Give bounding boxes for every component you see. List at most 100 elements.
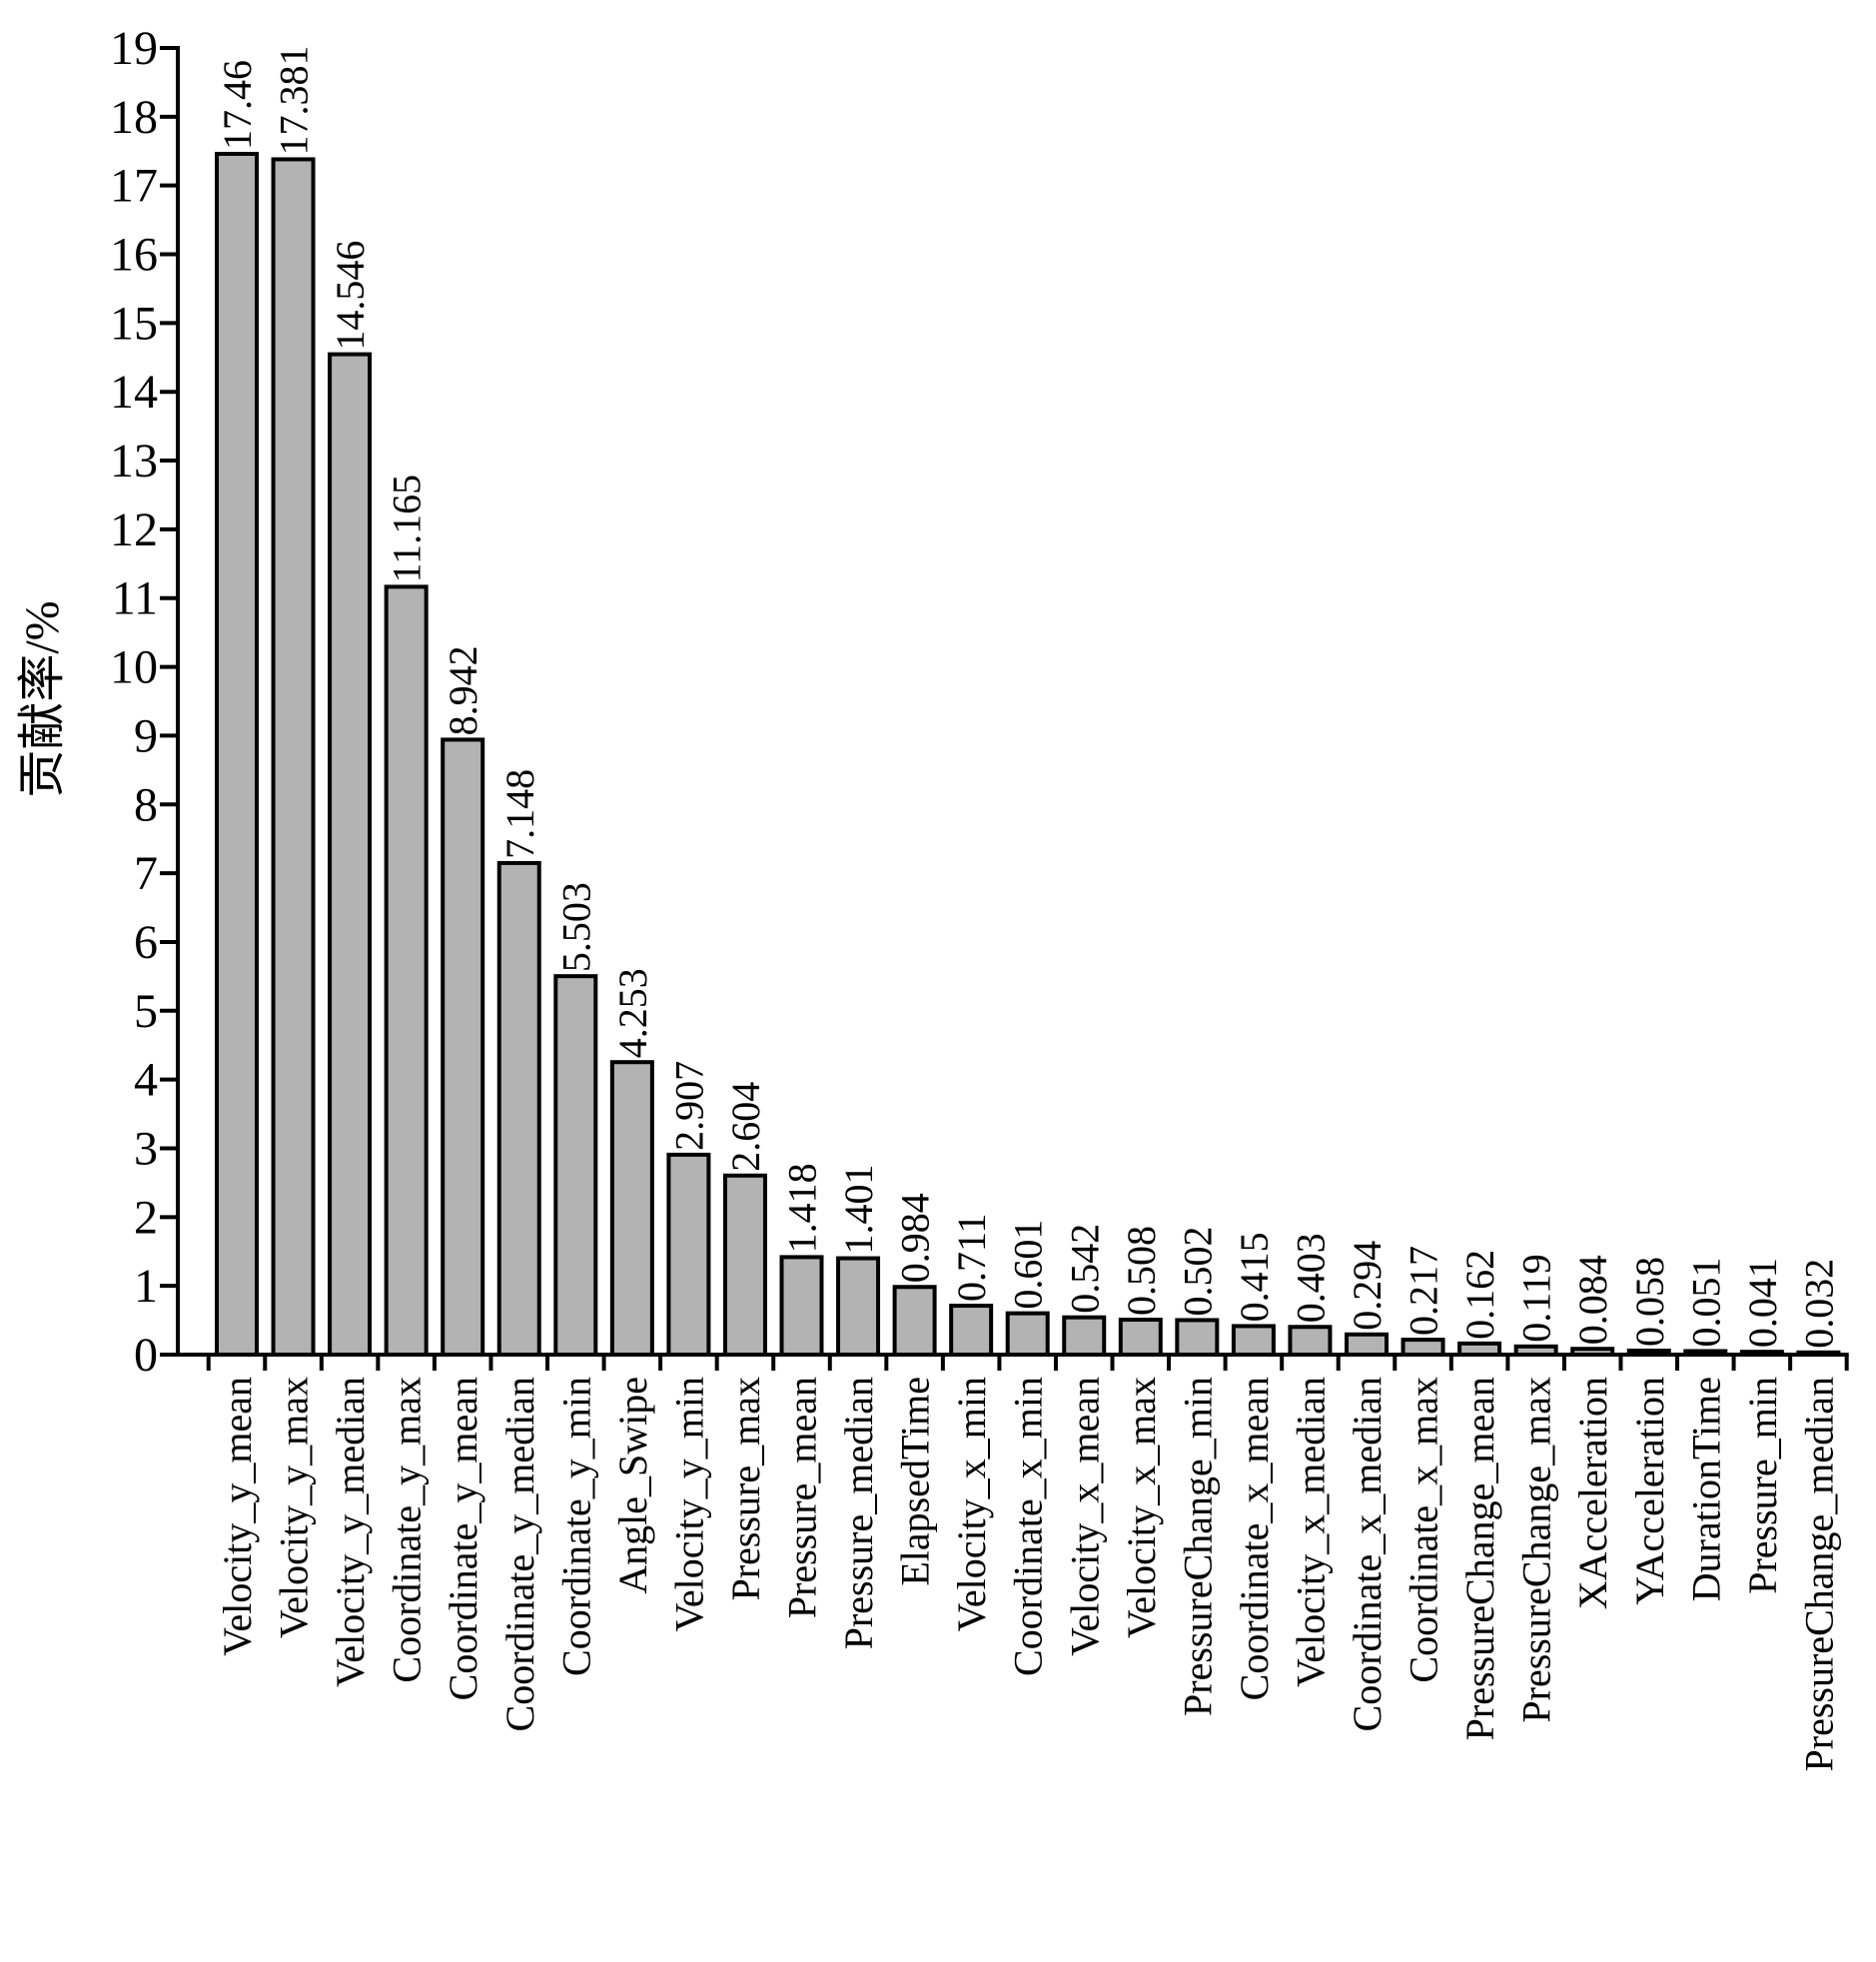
x-tick-label: Pressure_mean [780,1377,825,1618]
x-tick-label: Velocity_y_median [328,1377,373,1687]
x-tick-label: XAcceleration [1570,1377,1615,1609]
value-label: 0.711 [949,1214,994,1303]
y-tick-label: 17 [110,160,158,213]
y-tick-label: 8 [134,778,158,831]
bar [722,1173,767,1357]
bar [1005,1311,1050,1357]
x-tick-label: ElapsedTime [893,1377,938,1586]
x-tick-label: Coordinate_y_min [553,1377,598,1676]
bar [1231,1324,1276,1358]
bars [215,152,1841,1358]
bar [496,860,541,1357]
x-tick-label: Coordinate_x_mean [1232,1377,1277,1700]
x-tick-label: DurationTime [1683,1377,1728,1601]
x-tick-label: Velocity_x_max [1119,1377,1164,1638]
bar [271,157,316,1358]
y-tick-label: 3 [134,1122,158,1175]
value-label: 1.418 [780,1163,825,1253]
x-tick-label: PressureChange_max [1514,1377,1559,1723]
bar [609,1060,654,1357]
x-tick-label: Coordinate_x_max [1402,1377,1446,1683]
value-label: 0.294 [1345,1241,1390,1331]
bar [441,737,485,1357]
value-label: 0.058 [1627,1257,1672,1347]
bar [1401,1338,1445,1358]
bar [892,1285,937,1358]
x-tick-label: PressureChange_median [1796,1377,1841,1771]
value-label: 8.942 [441,645,485,735]
x-tick-label: Pressure_min [1740,1377,1785,1594]
y-tick-label: 5 [134,985,158,1038]
value-label: 0.542 [1062,1224,1107,1314]
value-label: 0.403 [1288,1233,1333,1323]
value-label: 0.415 [1232,1232,1277,1322]
y-axis-title: 贡献率/% [16,600,69,797]
bar [384,584,429,1357]
bar [215,152,259,1357]
y-tick-label: 6 [134,916,158,969]
y-tick-label: 15 [110,297,158,350]
bar [779,1255,824,1357]
x-tick-label: Angle_Swipe [610,1377,655,1594]
value-label: 0.032 [1796,1259,1841,1349]
value-label: 11.165 [385,475,430,583]
value-label: 17.46 [215,60,260,150]
bar [666,1152,711,1357]
value-label: 0.084 [1570,1255,1615,1345]
value-label: 14.546 [328,241,373,351]
x-tick-label: Velocity_x_median [1288,1377,1333,1687]
value-label: 1.401 [836,1165,881,1255]
y-tick-label: 4 [134,1054,158,1107]
value-label: 2.907 [666,1061,711,1151]
y-tick-label: 10 [110,641,158,694]
x-tick-label: Velocity_y_min [666,1377,711,1632]
bar [836,1256,881,1358]
bar [1345,1332,1389,1357]
y-tick-label: 2 [134,1191,158,1244]
x-tick-label: Velocity_x_min [949,1377,994,1632]
bar [1118,1318,1163,1357]
value-label: 0.984 [893,1193,938,1283]
value-label: 0.502 [1175,1226,1220,1316]
x-tick-label: Pressure_median [836,1377,881,1649]
value-label: 17.381 [272,45,317,155]
x-tick-label: Coordinate_x_min [1006,1377,1051,1676]
y-tick-label: 18 [110,91,158,144]
value-label: 4.253 [610,968,655,1058]
value-label: 0.162 [1457,1250,1502,1340]
y-tick-label: 14 [110,366,158,419]
y-tick-label: 13 [110,435,158,488]
value-label: 0.601 [1006,1220,1051,1310]
x-tick-label: Coordinate_x_median [1345,1377,1390,1731]
x-tick-label: Coordinate_y_mean [441,1377,485,1700]
y-tick-label: 0 [134,1329,158,1382]
value-label: 0.508 [1119,1226,1164,1316]
x-tick-label: Velocity_x_mean [1062,1377,1107,1656]
bar [1175,1318,1220,1358]
value-label: 0.217 [1402,1246,1446,1336]
x-axis [176,1353,1849,1371]
x-tick-label: Velocity_y_max [272,1377,317,1638]
y-tick-label: 12 [110,503,158,556]
x-tick-label: Coordinate_y_median [497,1377,542,1731]
x-tick-label: PressureChange_mean [1457,1377,1502,1740]
x-tick-label: Velocity_y_mean [215,1377,260,1656]
y-tick-label: 9 [134,709,158,762]
bar [328,352,373,1357]
category-labels: Velocity_y_mean Velocity_y_max Velocity_y_… [215,1377,1841,1771]
y-tick-label: 7 [134,847,158,900]
x-tick-label: PressureChange_min [1175,1377,1220,1716]
bar [1062,1315,1107,1358]
value-label: 7.148 [497,769,542,859]
value-label: 0.051 [1683,1257,1728,1347]
value-label: 2.604 [723,1082,768,1172]
bar [553,974,598,1357]
y-tick-label: 11 [112,572,158,625]
x-tick-label: YAcceleration [1627,1377,1672,1605]
y-tick-label: 19 [110,22,158,75]
bar [949,1304,994,1357]
y-tick-label: 16 [110,229,158,282]
